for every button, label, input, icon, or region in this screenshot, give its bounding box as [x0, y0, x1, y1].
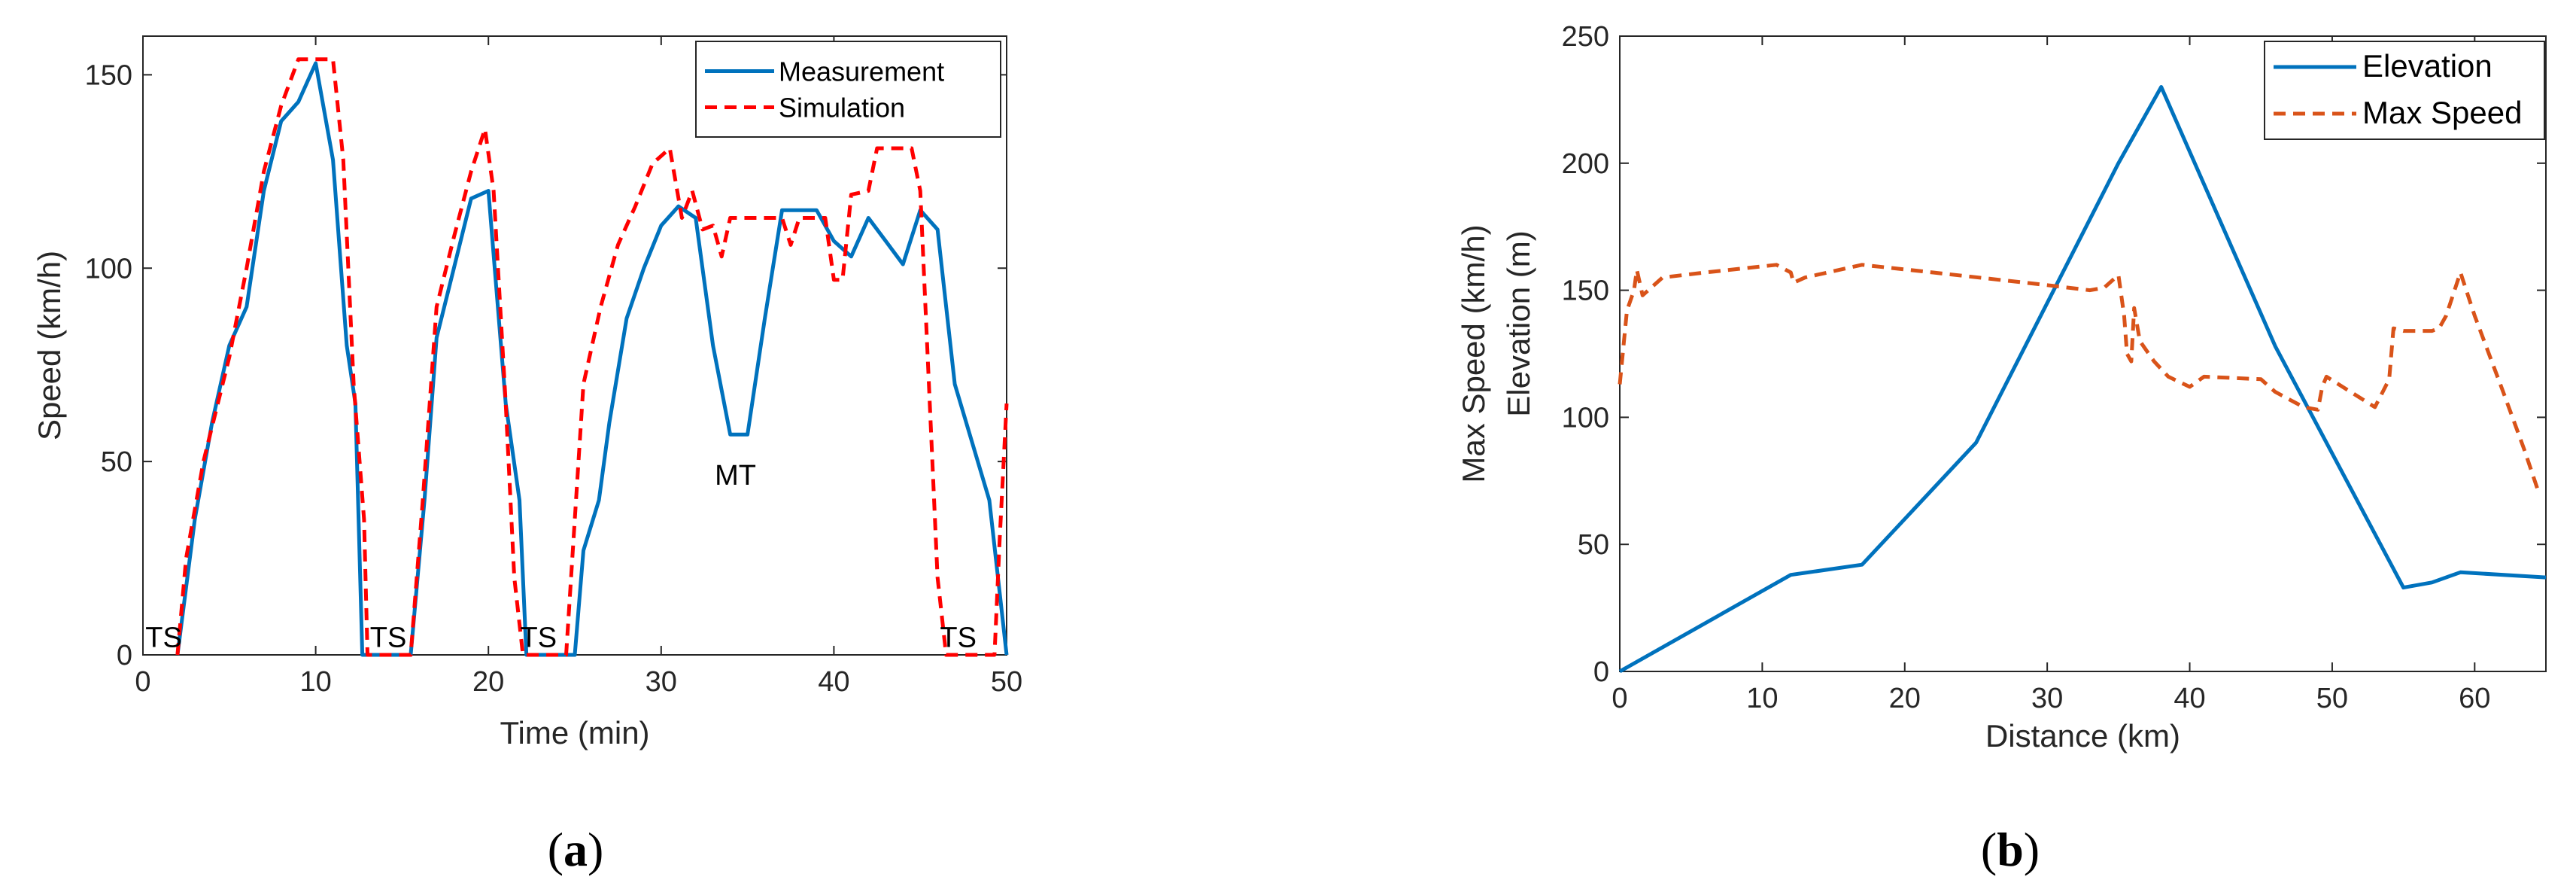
- x-axis-label: Time (min): [500, 715, 649, 750]
- legend-label: Max Speed: [2362, 95, 2522, 130]
- x-tick-label: 20: [472, 666, 504, 698]
- legend-label: Measurement: [779, 56, 944, 87]
- legend-box: [695, 41, 1001, 138]
- y-axis-label: Speed (km/h): [32, 251, 67, 440]
- panel-caption-letter: a: [564, 823, 588, 876]
- x-tick-label: 60: [2459, 683, 2490, 714]
- annotation-mt: MT: [715, 460, 756, 492]
- y-tick-label: 50: [101, 446, 132, 478]
- panel-caption-close-paren: ): [2024, 823, 2040, 876]
- panel-caption-open-paren: (: [548, 823, 564, 876]
- y-tick-label: 200: [1562, 148, 1609, 180]
- y-axis-label-bottom: Elevation (m): [1501, 230, 1536, 416]
- x-tick-label: 50: [2316, 683, 2348, 714]
- series-line-simulation: [175, 57, 1009, 657]
- annotation-ts: TS: [940, 623, 977, 654]
- series-line-elevation: [1618, 85, 2547, 674]
- y-tick-label: 0: [117, 640, 132, 671]
- y-tick-label: 150: [85, 59, 132, 91]
- x-tick-label: 20: [1889, 683, 1921, 714]
- y-tick-label: 150: [1562, 276, 1609, 307]
- panel-caption-letter: b: [1997, 823, 2024, 876]
- x-tick-label: 40: [2174, 683, 2205, 714]
- y-tick-label: 100: [1562, 402, 1609, 434]
- annotation-ts: TS: [521, 623, 557, 654]
- x-tick-label: 10: [1746, 683, 1778, 714]
- panel-caption-close-paren: ): [588, 823, 603, 876]
- panel-caption-open-paren: (: [1981, 823, 1997, 876]
- chart-panel-a: 0 10 20 30 40 50 0 50 100 150 TS TS TS TS MT Measuremen…: [32, 35, 1022, 876]
- panel-caption: (a): [548, 823, 604, 876]
- x-tick-label: 10: [299, 666, 331, 698]
- x-tick-label: 40: [818, 666, 849, 698]
- x-tick-label: 0: [135, 666, 150, 698]
- y-tick-label: 100: [85, 253, 132, 285]
- x-tick-label: 30: [2031, 683, 2063, 714]
- x-tick-label: 50: [991, 666, 1022, 698]
- legend-box: [2264, 41, 2545, 140]
- x-axis-label: Distance (km): [1985, 718, 2180, 753]
- series-line-measurement: [175, 61, 1009, 657]
- y-tick-label: 50: [1578, 529, 1609, 561]
- y-tick-label: 250: [1562, 21, 1609, 53]
- chart-panel-b: 0 10 20 30 40 50 60 0 50 100 150 200 250 Elevation Max…: [1456, 21, 2547, 876]
- annotation-ts: TS: [370, 623, 407, 654]
- plot-area: [142, 35, 1007, 656]
- panel-caption: (b): [1981, 823, 2040, 876]
- annotation-ts: TS: [145, 623, 182, 654]
- y-axis-label-top: Max Speed (km/h): [1456, 224, 1491, 483]
- y-tick-label: 0: [1593, 656, 1609, 688]
- series-line-max-speed: [1618, 263, 2539, 489]
- x-tick-label: 30: [646, 666, 677, 698]
- legend-label: Simulation: [779, 93, 905, 123]
- x-tick-label: 0: [1612, 683, 1627, 714]
- legend-label: Elevation: [2362, 48, 2492, 84]
